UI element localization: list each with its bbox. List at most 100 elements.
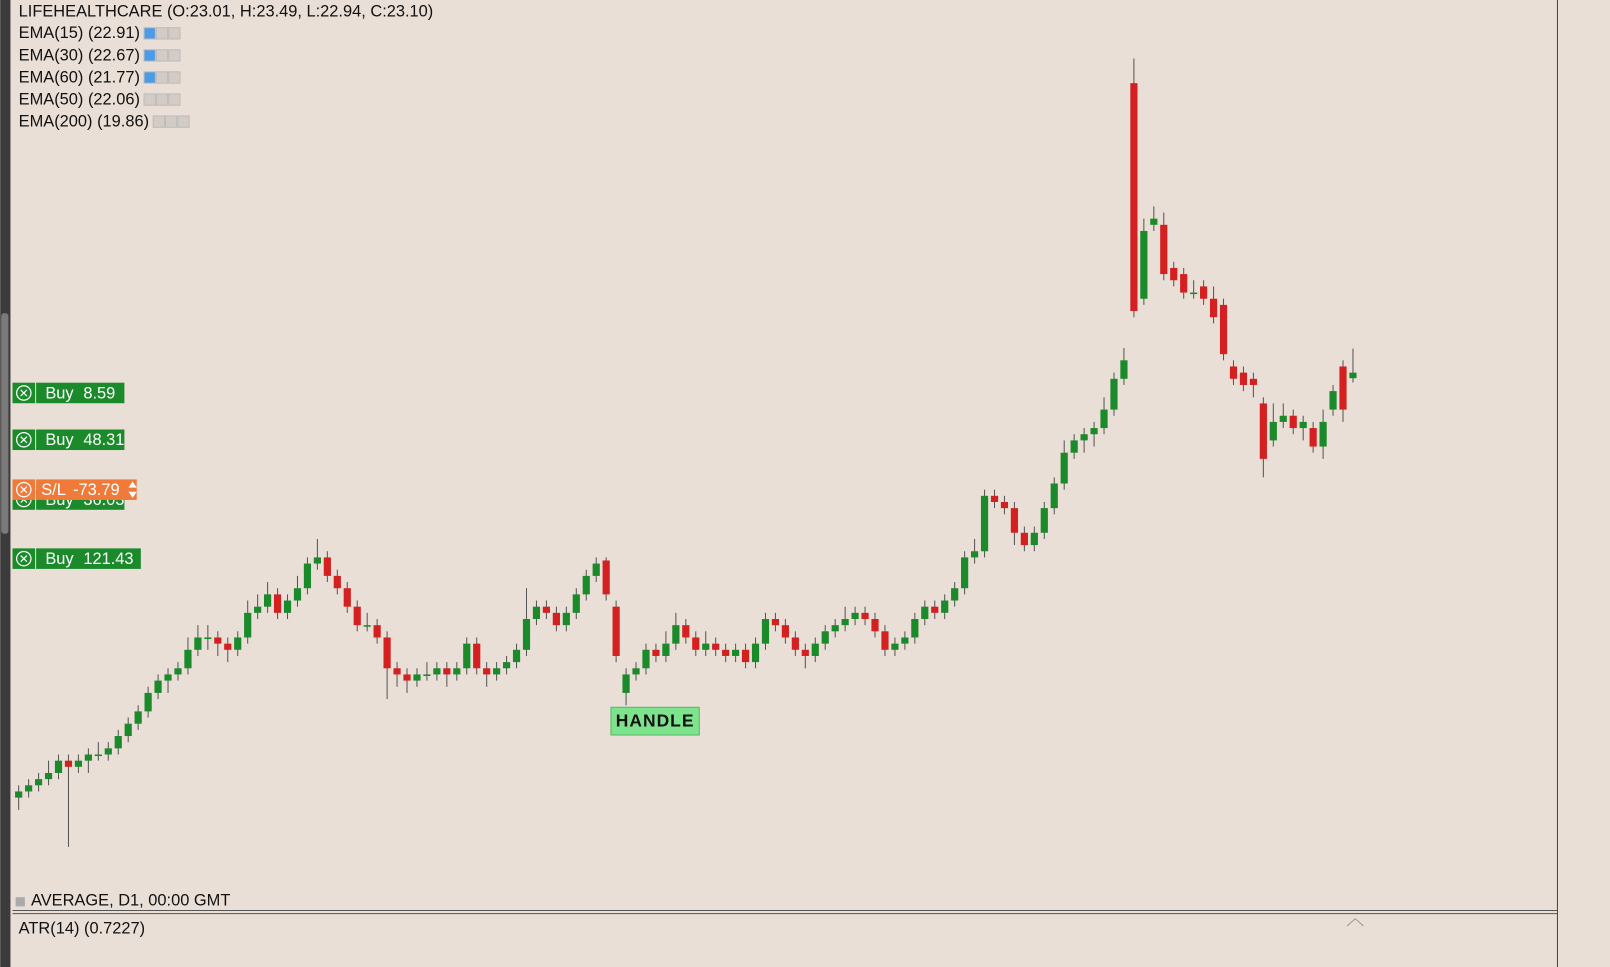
candle [1170,261,1178,287]
candle [244,600,252,644]
order-close-icon[interactable] [16,385,32,401]
candle-body [761,619,770,644]
candle-body [403,674,411,681]
candle-body [781,625,789,638]
candle [871,612,879,638]
candle-body [602,560,610,595]
candle [1040,501,1048,539]
candle-body [931,606,939,613]
indicator-close-icon[interactable] [168,49,181,62]
order-close-icon[interactable] [16,481,32,498]
indicator-close-icon[interactable] [168,27,181,40]
indicator-eye-icon[interactable] [143,49,156,62]
order-amount: 48.31 [83,431,124,449]
candle [433,662,441,681]
candle [1239,366,1248,392]
candle [980,489,989,558]
candle-body [1120,360,1128,379]
candle [1070,434,1078,459]
candle [1000,495,1009,515]
candle [751,637,760,669]
candle [861,606,869,626]
candle-body [562,612,570,626]
candle [662,631,670,663]
candle-body [1269,421,1277,441]
scrollbar[interactable] [1,313,9,534]
order-box[interactable] [36,382,125,404]
candle [1229,360,1238,385]
indicator-label: EMA(15) (22.91) [19,24,140,42]
indicator-eye-icon[interactable] [143,71,156,84]
candle [542,600,551,620]
indicator-close-icon[interactable] [177,115,190,128]
candle [821,625,829,650]
order-close-icon[interactable] [20,389,28,397]
symbol-title: LIFEHEALTHCARE (O:23.01, H:23.49, L:22.9… [19,3,434,21]
candle [1140,218,1148,305]
candle-body [662,643,670,656]
candle-body [15,791,23,798]
candle [124,717,132,743]
candle-body [990,495,999,502]
candle-body [722,649,730,656]
indicator-close-icon[interactable] [168,71,181,84]
candle-body [164,674,172,681]
collapse-arrow[interactable] [1346,918,1364,927]
candle-body [1170,267,1178,281]
candle [851,606,859,626]
candle-body [502,662,511,669]
candle [622,668,630,706]
order-close-icon[interactable] [16,431,32,448]
candle-body [1140,230,1148,299]
order-box[interactable] [36,479,137,500]
candle [722,643,730,663]
candle [1279,403,1287,429]
candle-body [333,575,341,589]
candle [264,582,272,613]
candle [493,662,501,681]
indicator-settings-icon[interactable] [155,93,169,106]
order-amount: 8.59 [83,384,115,402]
candle [224,637,232,663]
candle [15,785,23,810]
candle [1200,280,1208,305]
order-box[interactable] [36,429,125,451]
indicator-eye-icon[interactable] [143,93,156,106]
candle-body [1160,224,1168,275]
candle-body [891,643,899,650]
indicator-settings-icon[interactable] [155,27,169,40]
candle [502,655,511,675]
indicator-eye-icon[interactable] [152,115,165,128]
indicator-settings-icon[interactable] [155,49,169,62]
order-side: S/L [41,481,66,499]
order-tag[interactable]: S/L -73.79 [12,479,137,500]
candle [84,748,92,773]
order-side: Buy [45,384,74,402]
order-tag[interactable]: Buy 121.43 [12,548,141,569]
order-close-icon[interactable] [16,550,32,567]
candle [114,729,122,755]
indicator-eye-icon[interactable] [143,27,156,40]
order-close-icon[interactable] [20,486,28,494]
candle-body [1070,440,1078,453]
order-side: Buy [45,431,74,449]
candle-body [34,779,43,786]
candle [791,631,799,656]
candle-body [413,674,421,681]
order-close-icon[interactable] [20,436,28,444]
candle-body [702,643,710,650]
candle [453,662,461,681]
order-tag[interactable]: Buy 8.59 [12,382,125,404]
indicator-settings-icon[interactable] [164,115,178,128]
order-box[interactable] [36,548,141,569]
indicator-settings-icon[interactable] [155,71,169,84]
candle-body [453,668,461,675]
candle [881,625,889,656]
candle-body [1030,532,1038,546]
indicator-close-icon[interactable] [168,93,181,106]
candle-body [1090,428,1098,435]
order-close-icon[interactable] [20,555,28,563]
order-tag[interactable]: Buy 48.31 [12,429,125,451]
order-adjust[interactable] [128,481,137,498]
